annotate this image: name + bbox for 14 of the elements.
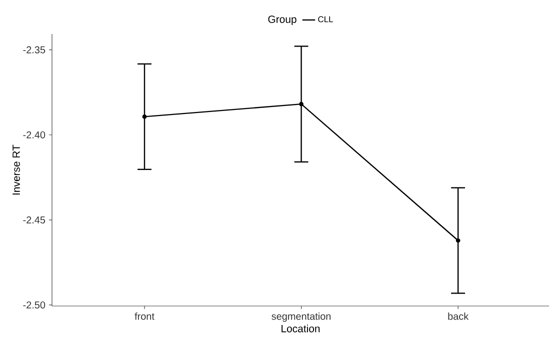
x-tick-label: back <box>448 312 469 320</box>
legend-label: CLL <box>318 16 333 22</box>
y-tick-label: -2.50 <box>23 301 46 309</box>
point <box>456 238 460 243</box>
x-tick-label: segmentation <box>272 312 331 322</box>
y-axis-title: Inverse RT <box>12 144 20 195</box>
y-tick-label: -2.35 <box>23 46 46 54</box>
x-tick-label: front <box>134 312 154 320</box>
point <box>142 114 147 119</box>
legend-title: Group <box>268 16 296 26</box>
y-tick-label: -2.45 <box>23 216 46 224</box>
y-tick-label: -2.40 <box>23 131 46 138</box>
point <box>299 102 304 106</box>
x-axis-title: Location <box>282 324 320 332</box>
